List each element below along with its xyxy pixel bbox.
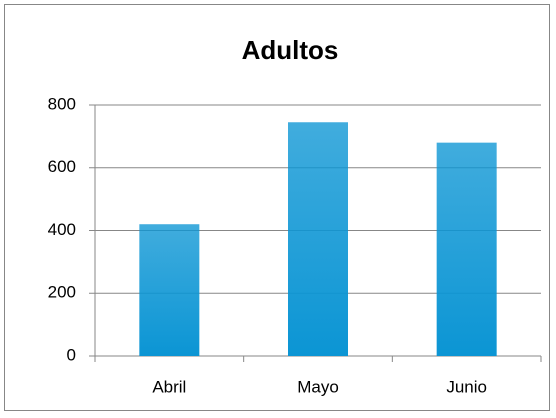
- y-tick-label: 600: [48, 157, 76, 176]
- y-tick-label: 0: [67, 345, 76, 364]
- x-tick-label: Abril: [152, 377, 186, 396]
- y-tick-label: 400: [48, 220, 76, 239]
- bar: [436, 142, 497, 356]
- bar: [139, 224, 200, 356]
- x-tick-label: Junio: [446, 377, 487, 396]
- y-tick-label: 800: [48, 94, 76, 113]
- chart-title: Adultos: [242, 35, 339, 65]
- y-tick-label: 200: [48, 283, 76, 302]
- x-tick-label: Mayo: [297, 377, 339, 396]
- bar: [288, 122, 348, 356]
